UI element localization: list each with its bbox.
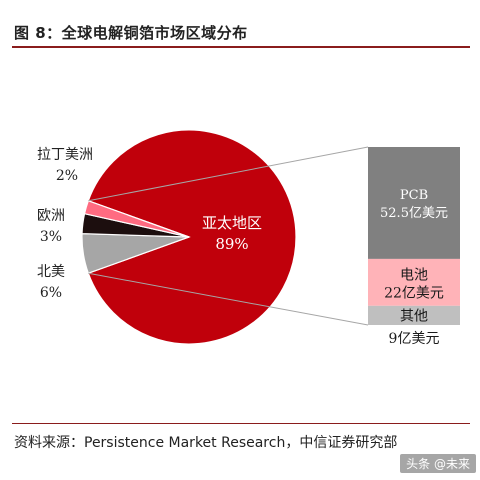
bar-segment-2 <box>368 305 460 325</box>
bar-value-battery: 22亿美元 <box>384 285 444 301</box>
pie-label-latin-america: 拉丁美洲 <box>37 147 93 163</box>
pie-label-north-america: 北美 <box>37 264 65 280</box>
source-note: 资料来源：Persistence Market Research，中信证券研究部 <box>14 435 398 451</box>
bar-value-pcb: 52.5亿美元 <box>380 206 448 221</box>
pie-value-europe: 3% <box>40 229 62 245</box>
bar-segment-1 <box>368 258 460 306</box>
pie-slice-0 <box>87 129 297 345</box>
footer-divider <box>12 423 470 424</box>
bar-label-battery: 电池 <box>400 267 428 283</box>
connector-line-top <box>88 146 369 202</box>
pie-label-asia-pacific: 亚太地区 <box>202 214 262 232</box>
pie-value-north-america: 6% <box>40 285 62 301</box>
bar-label-other: 其他 <box>400 308 428 324</box>
pie-label-europe: 欧洲 <box>37 208 65 224</box>
bar-segment-0 <box>368 147 460 259</box>
bar-label-pcb: PCB <box>400 188 428 203</box>
pie-value-asia-pacific: 89% <box>215 235 248 253</box>
title-divider <box>12 46 470 48</box>
pie-value-latin-america: 2% <box>56 168 78 184</box>
connector-line-bottom <box>88 272 369 326</box>
figure-title: 图 8：全球电解铜箔市场区域分布 <box>14 24 248 42</box>
watermark: 头条 @未来 <box>400 454 476 473</box>
bar-value-other: 9亿美元 <box>389 331 440 347</box>
